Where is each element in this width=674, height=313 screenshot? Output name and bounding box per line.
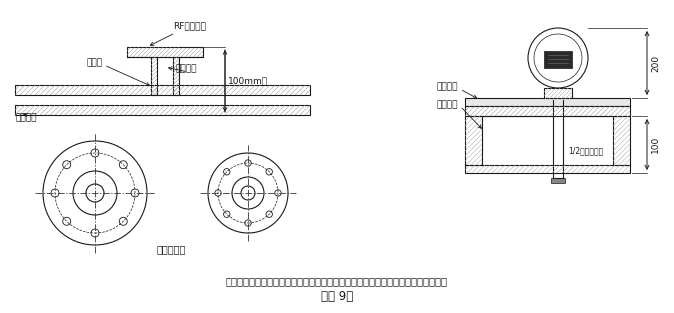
Bar [544, 51, 572, 68]
Text: 管道外壁: 管道外壁 [437, 100, 458, 110]
Text: 100: 100 [651, 136, 660, 153]
Text: 管道中心线: 管道中心线 [157, 244, 186, 254]
Text: 100mm高: 100mm高 [228, 76, 268, 85]
Text: 焊接点: 焊接点 [87, 59, 103, 68]
Text: 插入式流量计短管制作、安装示意图，根据流量计算采用不同的法兰及短管公称直径: 插入式流量计短管制作、安装示意图，根据流量计算采用不同的法兰及短管公称直径 [226, 276, 448, 286]
Text: 工艺管道: 工艺管道 [15, 114, 36, 122]
Text: 焊接短管: 焊接短管 [175, 64, 197, 74]
Bar [465, 98, 630, 106]
Bar [551, 178, 565, 183]
Text: 1/2测量管外径: 1/2测量管外径 [568, 146, 604, 156]
Text: 配套短管: 配套短管 [437, 83, 458, 91]
Text: （图 9）: （图 9） [321, 290, 353, 304]
Text: RF配套法兰: RF配套法兰 [150, 21, 206, 45]
Text: 200: 200 [651, 54, 660, 72]
